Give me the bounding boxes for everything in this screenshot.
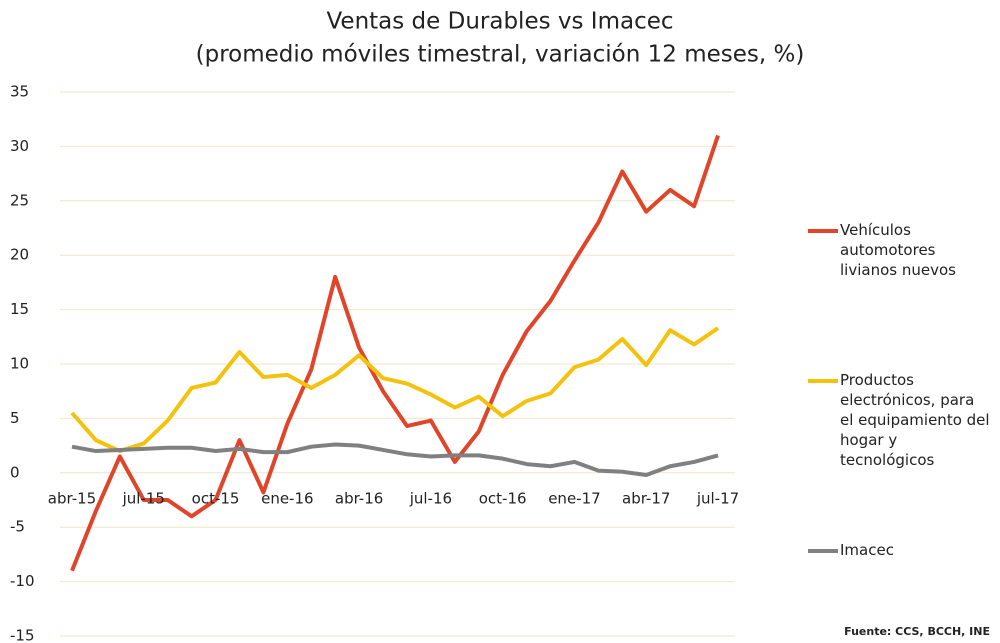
y-tick-label: 20: [10, 246, 29, 264]
y-tick-label: 5: [10, 409, 20, 427]
y-tick-label: 35: [10, 83, 29, 101]
y-tick-label: -10: [10, 572, 35, 590]
legend-swatch: [808, 229, 838, 233]
legend-swatch: [808, 379, 838, 383]
y-tick-label: 15: [10, 300, 29, 318]
x-tick-label: jul-16: [409, 489, 452, 507]
x-tick-label: ene-17: [548, 489, 600, 507]
y-tick-label: -5: [10, 518, 25, 536]
legend-label: Productos electrónicos, para el equipami…: [840, 371, 990, 469]
series-line: [71, 442, 719, 477]
x-tick-label: oct-16: [479, 489, 527, 507]
series-line: [70, 134, 720, 572]
x-tick-label: abr-16: [335, 489, 383, 507]
legend-entry: Productos electrónicos, para el equipami…: [808, 370, 990, 470]
y-tick-label: 30: [10, 137, 29, 155]
source: Fuente: CCS, BCCH, INE: [844, 625, 990, 638]
legend-label: Imacec: [840, 541, 894, 559]
chart-subtitle: (promedio móviles timestral, variación 1…: [196, 42, 805, 68]
chart-title: Ventas de Durables vs Imacec: [326, 9, 673, 35]
y-tick-label: 0: [10, 463, 20, 481]
legend-entry: Vehículos automotores livianos nuevos: [808, 220, 990, 280]
x-tick-label: oct-15: [192, 489, 240, 507]
legend-label: Vehículos automotores livianos nuevos: [840, 221, 956, 279]
x-tick-label: jul-15: [122, 489, 165, 507]
legend-entry: Imacec: [808, 540, 990, 560]
y-tick-label: -15: [10, 627, 35, 643]
x-tick-label: abr-17: [622, 489, 670, 507]
x-tick-label: jul-17: [696, 489, 739, 507]
x-tick-label: ene-16: [261, 489, 313, 507]
y-tick-label: 10: [10, 355, 29, 373]
y-tick-label: 25: [10, 191, 29, 209]
legend-swatch: [808, 549, 838, 553]
x-tick-label: abr-15: [48, 489, 96, 507]
series-line: [70, 326, 720, 454]
